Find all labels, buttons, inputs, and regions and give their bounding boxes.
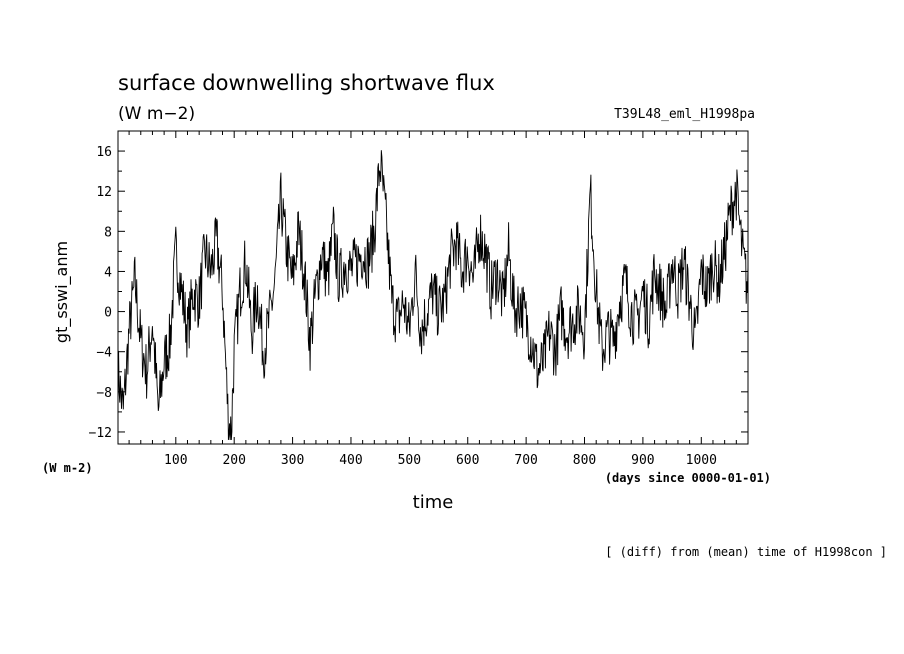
x-tick-label: 900 [631, 453, 654, 468]
y-tick-label: 12 [96, 185, 112, 200]
x-units-label: (days since 0000-01-01) [605, 471, 771, 485]
experiment-label: T39L48_eml_H1998pa [614, 107, 755, 122]
x-tick-label: 600 [456, 453, 479, 468]
x-tick-label: 800 [573, 453, 596, 468]
x-tick-label: 400 [339, 453, 362, 468]
plot-area: 100 200 300 400 500 600 700 800 900 1000 −12 −8 −4 0… [89, 130, 749, 468]
y-axis-ticks: −12 −8 −4 0 4 8 12 16 [89, 145, 748, 441]
comparison-note: [ (diff) from (mean) time of H1998con ] [605, 545, 887, 559]
x-tick-label: 1000 [686, 453, 717, 468]
x-tick-label: 100 [164, 453, 187, 468]
y-tick-label: 8 [104, 225, 112, 240]
x-axis-label: time [413, 492, 454, 513]
y-tick-label: 16 [96, 145, 112, 160]
y-tick-label: −4 [96, 346, 112, 361]
y-units-label: (W m-2) [42, 461, 93, 475]
series-line [117, 150, 749, 441]
x-tick-label: 200 [222, 453, 245, 468]
y-tick-label: 4 [104, 265, 112, 280]
x-axis-ticks: 100 200 300 400 500 600 700 800 900 1000 [128, 131, 737, 468]
y-tick-label: −12 [89, 426, 112, 441]
chart-units: (W m−2) [118, 104, 195, 124]
chart-title: surface downwelling shortwave flux [118, 71, 495, 95]
y-axis-label: gt_sswi_anm [52, 241, 72, 343]
x-tick-label: 700 [514, 453, 537, 468]
x-tick-label: 500 [398, 453, 421, 468]
y-tick-label: −8 [96, 386, 112, 401]
x-tick-label: 300 [281, 453, 304, 468]
y-tick-label: 0 [104, 306, 112, 321]
